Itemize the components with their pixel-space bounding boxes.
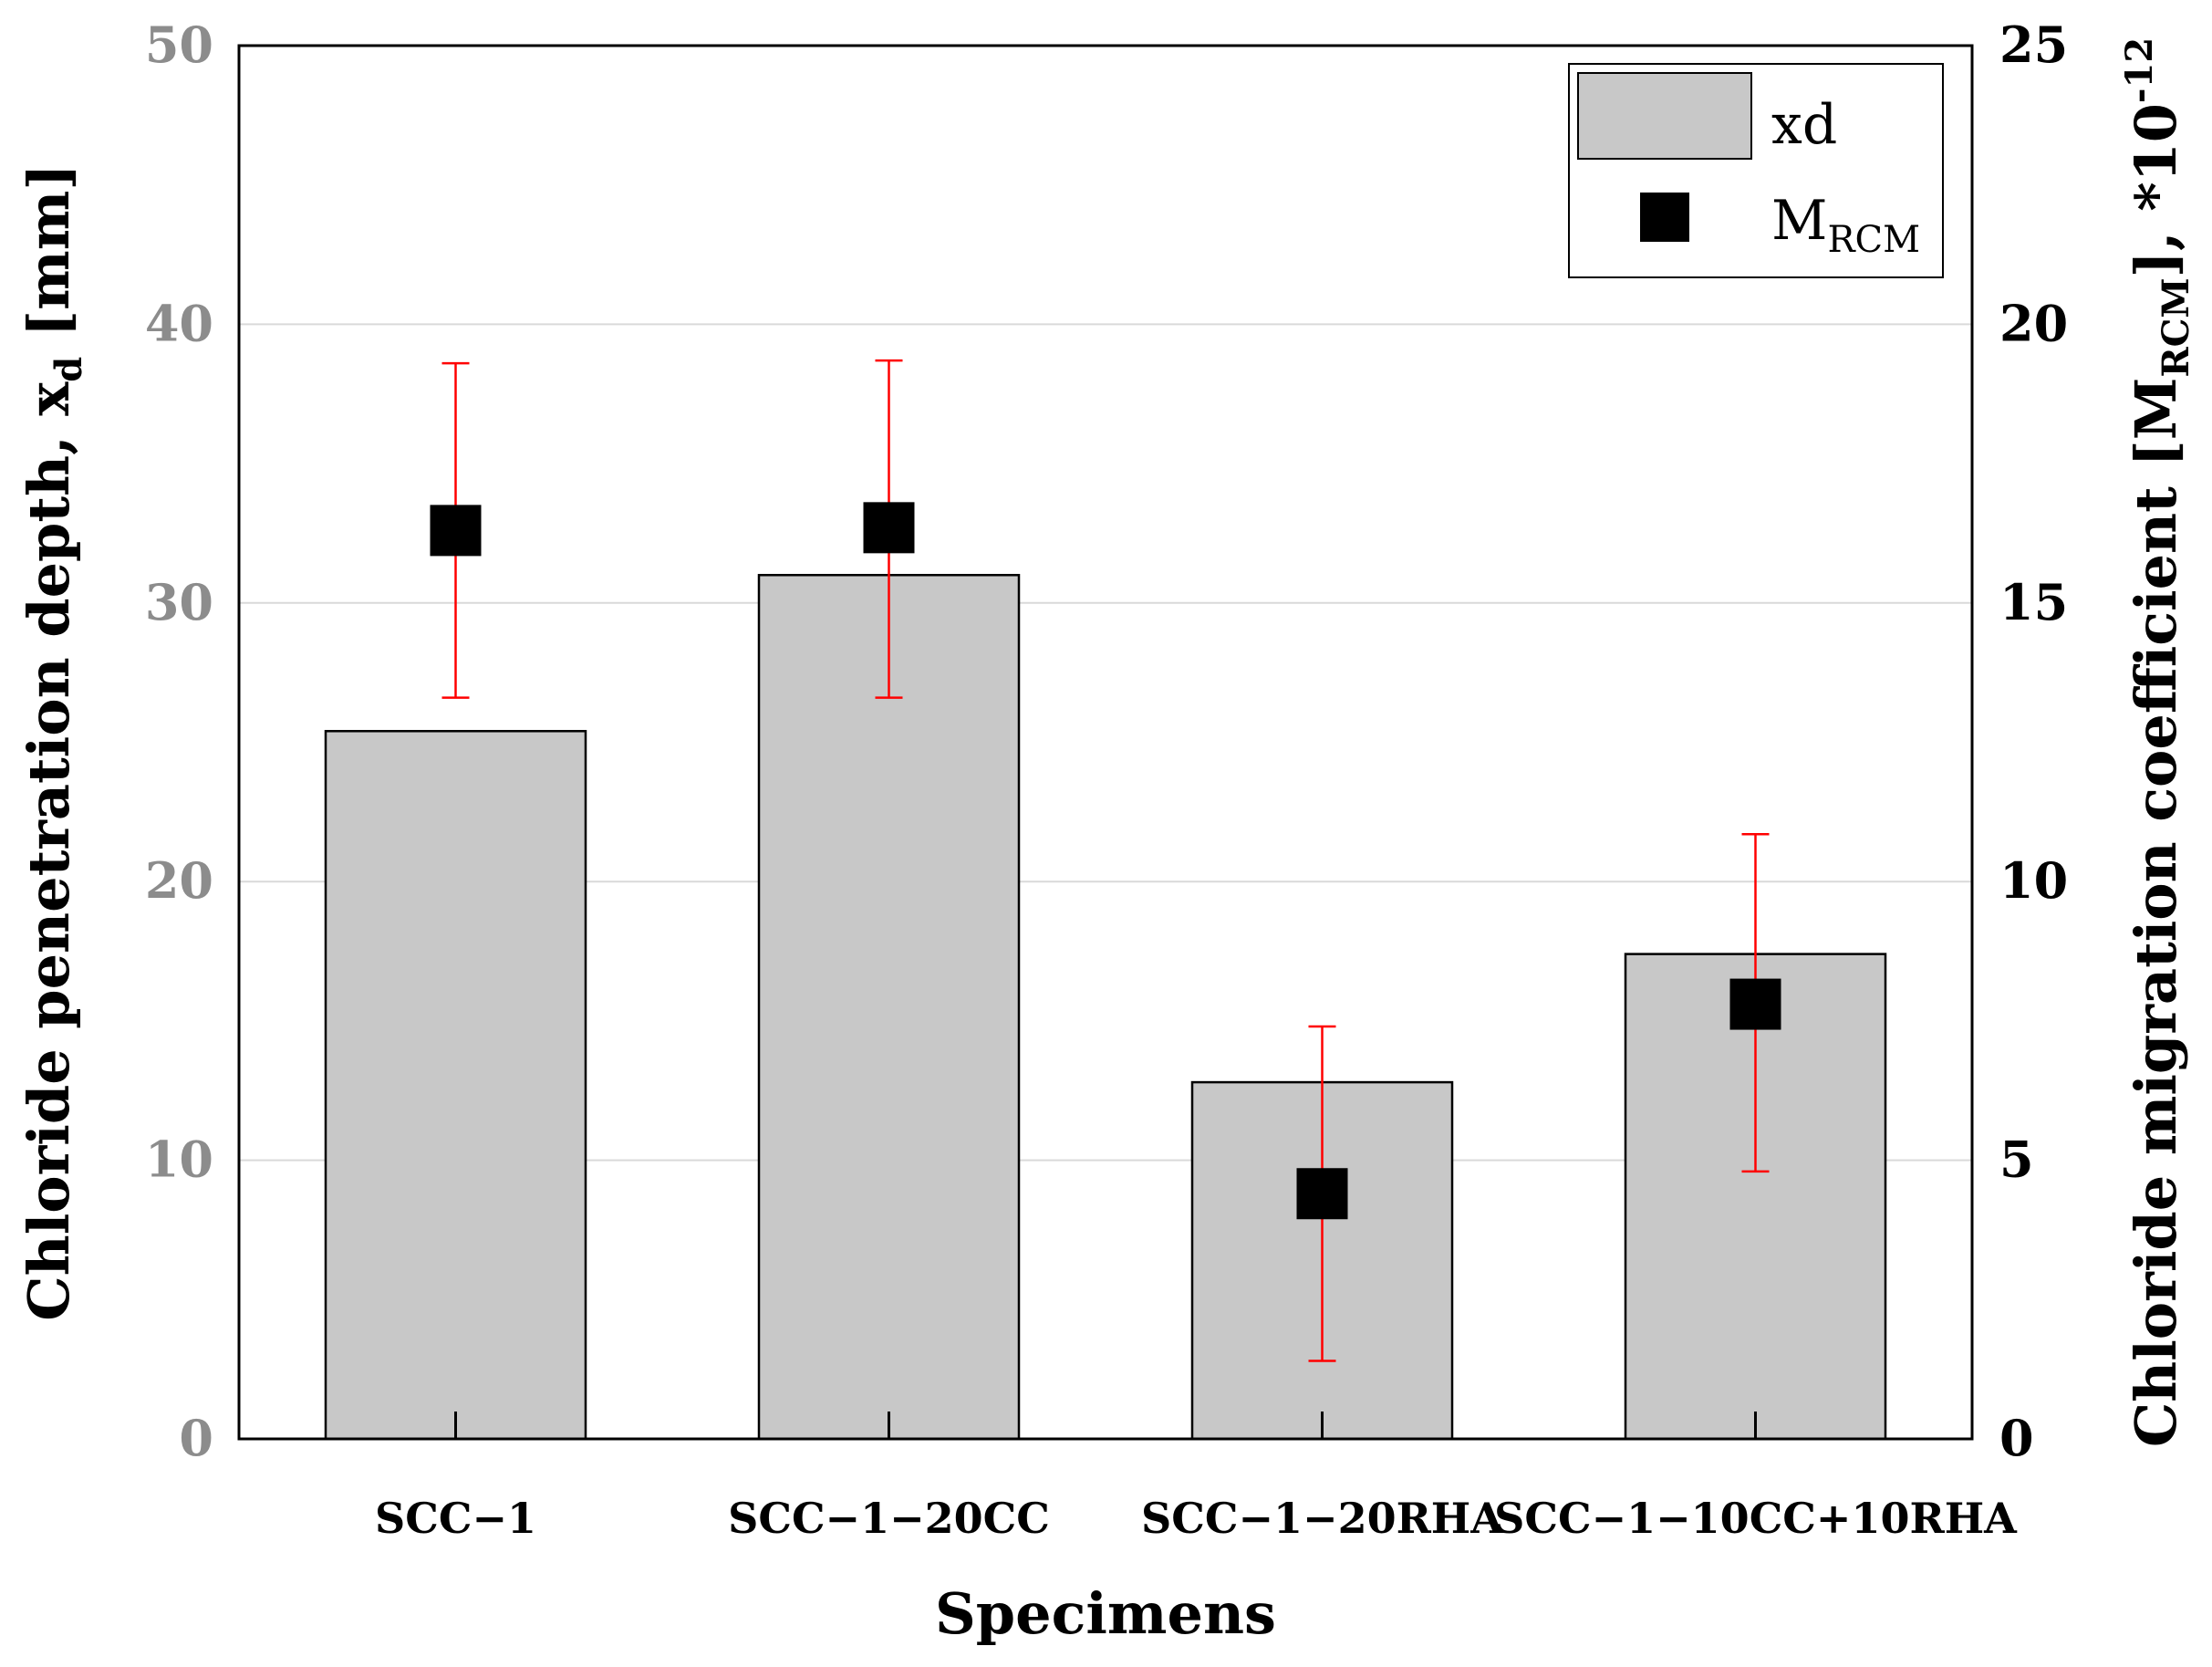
bar: [757, 574, 1021, 1441]
right-tick-label: 10: [1999, 851, 2068, 910]
legend: xd MRCM: [1568, 63, 1944, 278]
right-tick-label: 20: [1999, 294, 2068, 352]
bar-series: [324, 574, 1887, 1441]
category-label: SCC−1: [375, 1494, 536, 1543]
marker: [1729, 978, 1781, 1030]
y2-axis-title: Chloride migration coefficient [MRCM], *…: [2118, 37, 2197, 1447]
left-tick-label: 30: [145, 573, 213, 631]
category-label: SCC−1−20RHA: [1141, 1494, 1504, 1543]
bar: [324, 730, 587, 1441]
legend-label-mrcm-main: M: [1771, 189, 1827, 253]
y2-axis-title-main: Chloride migration coefficient [M: [2123, 378, 2189, 1448]
error-bars: [441, 359, 1770, 1362]
right-tick-label: 5: [1999, 1130, 2034, 1189]
left-axis-ticks: 0 10 20 30 40 50: [145, 16, 213, 1467]
plot-frame: [237, 44, 1974, 1441]
legend-swatch-xd: [1577, 72, 1752, 160]
right-tick-label: 25: [1999, 16, 2068, 74]
legend-label-mrcm: MRCM: [1771, 189, 1920, 261]
legend-label-mrcm-sub: RCM: [1827, 219, 1920, 261]
marker: [1296, 1168, 1348, 1220]
category-label: SCC−1−20CC: [728, 1494, 1050, 1543]
legend-label-xd: xd: [1771, 93, 1837, 157]
y-axis-title: Chloride penetration depth, xd [mm]: [16, 163, 90, 1320]
x-axis-title: Specimens: [935, 1580, 1276, 1647]
y-axis-title-tail: [mm]: [16, 163, 82, 356]
y-axis-title-sub: d: [47, 357, 90, 382]
right-tick-label: 15: [1999, 573, 2068, 631]
left-tick-label: 40: [145, 294, 213, 352]
marker: [863, 502, 915, 554]
right-axis-ticks: 0 5 10 15 20 25: [1999, 16, 2068, 1467]
left-tick-label: 20: [145, 851, 213, 910]
y2-axis-title-tail: ], *10: [2123, 103, 2189, 277]
left-tick-label: 50: [145, 16, 213, 74]
marker-series: [430, 502, 1781, 1220]
y-axis-title-main: Chloride penetration depth, x: [16, 381, 82, 1321]
left-tick-label: 10: [145, 1130, 213, 1189]
y2-axis-title-sub: RCM: [2155, 277, 2197, 377]
legend-swatch-mrcm: [1640, 193, 1689, 242]
left-tick-label: 0: [179, 1409, 213, 1467]
right-tick-label: 0: [1999, 1409, 2034, 1467]
y2-axis-title-sup: -12: [2118, 37, 2161, 103]
category-labels: SCC−1 SCC−1−20CC SCC−1−20RHASCC−1−10CC+10R…: [375, 1494, 2018, 1543]
category-label: SCC−1−10CC+10RHA: [1494, 1494, 2018, 1543]
marker: [430, 505, 482, 557]
